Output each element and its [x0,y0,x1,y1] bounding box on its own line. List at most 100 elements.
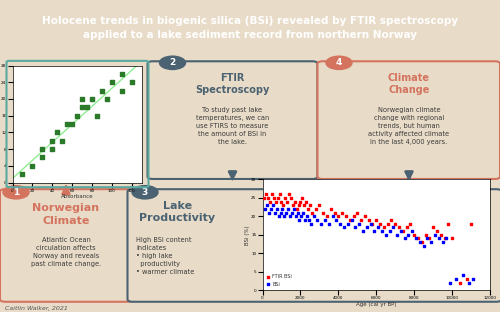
BSi [442,236,450,241]
BSi [271,210,279,215]
BSi [294,210,302,215]
Point [63,121,71,127]
BSi [284,207,292,212]
FTIR BSi [264,195,272,200]
FTIR BSi [388,217,396,222]
BSi [438,240,446,245]
BSi [452,276,460,281]
BSi [465,280,473,285]
BSi [446,280,454,285]
FTIR BSi [280,203,287,208]
X-axis label: Age (cal yr BP): Age (cal yr BP) [356,302,397,307]
Text: 3: 3 [142,188,148,197]
BSi [328,214,336,219]
FTIR BSi [294,203,302,208]
FTIR BSi [312,207,320,212]
FTIR BSi [395,225,403,230]
BSi [286,214,294,219]
Point [128,80,136,85]
BSi [340,225,348,230]
BSi [416,240,424,245]
Legend: FTIR BSi, BSi: FTIR BSi, BSi [265,273,293,288]
BSi [408,229,416,234]
Point [48,147,56,152]
BSi [262,207,270,212]
FTIR BSi [260,195,268,200]
FTIR BSi [287,195,295,200]
FTIR BSi [283,199,291,204]
BSi [276,210,284,215]
FTIR BSi [298,195,306,200]
Point [83,105,91,110]
Point [78,105,86,110]
BSi [282,210,290,215]
BSi [366,221,374,226]
FTIR BSi [463,276,471,281]
FancyBboxPatch shape [0,189,132,302]
BSi [314,217,322,222]
BSi [393,232,401,237]
Circle shape [160,56,186,70]
Text: FTIR
Spectroscopy: FTIR Spectroscopy [196,73,270,95]
BSi [400,236,408,241]
FTIR BSi [350,214,358,219]
BSi [370,229,378,234]
FTIR BSi [391,221,399,226]
BSi [303,214,311,219]
Point [48,138,56,143]
BSi [301,217,309,222]
FTIR BSi [290,199,298,204]
FTIR BSi [308,210,316,215]
Point [103,96,111,101]
FTIR BSi [306,203,314,208]
Text: Holocene trends in biogenic silica (BSi) revealed by FTIR spectroscopy
applied t: Holocene trends in biogenic silica (BSi)… [42,17,458,40]
FTIR BSi [448,236,456,241]
FTIR BSi [399,229,407,234]
BSi [274,214,282,219]
FTIR BSi [270,195,278,200]
Text: Atlantic Ocean
circulation affects
Norway and reveals
past climate change.: Atlantic Ocean circulation affects Norwa… [31,236,101,266]
FTIR BSi [268,192,276,197]
Point [118,88,126,93]
FTIR BSi [436,232,444,237]
Text: Norwegian climate
change with regional
trends, but human
activity affected clima: Norwegian climate change with regional t… [368,107,450,145]
Text: 1: 1 [13,188,19,197]
FTIR BSi [433,229,441,234]
FTIR BSi [296,199,304,204]
BSi [352,225,360,230]
FTIR BSi [380,225,388,230]
BSi [263,203,271,208]
Text: 2: 2 [170,58,175,67]
FTIR BSi [364,217,372,222]
Point [38,155,46,160]
Text: Norwegian
Climate: Norwegian Climate [32,203,100,226]
FTIR BSi [262,192,270,197]
Point [18,172,26,177]
BSi [310,214,318,219]
BSi [305,217,313,222]
FTIR BSi [456,280,464,285]
BSi [336,221,344,226]
FTIR BSi [281,195,289,200]
FancyBboxPatch shape [148,61,318,179]
BSi [267,207,275,212]
BSi [265,210,273,215]
Point [88,96,96,101]
FancyBboxPatch shape [128,189,500,302]
Point [93,113,101,118]
FTIR BSi [327,207,335,212]
BSi [318,221,326,226]
Point [28,163,36,168]
FTIR BSi [338,210,346,215]
BSi [292,214,300,219]
Text: To study past lake
temperatures, we can
use FTIRS to measure
the amount of BSi i: To study past lake temperatures, we can … [196,107,269,145]
FTIR BSi [285,192,293,197]
FTIR BSi [278,199,285,204]
FTIR BSi [414,236,422,241]
FTIR BSi [323,214,331,219]
BSi [344,221,352,226]
BSi [359,229,367,234]
BSi [278,207,286,212]
FTIR BSi [342,214,350,219]
Point [98,88,106,93]
